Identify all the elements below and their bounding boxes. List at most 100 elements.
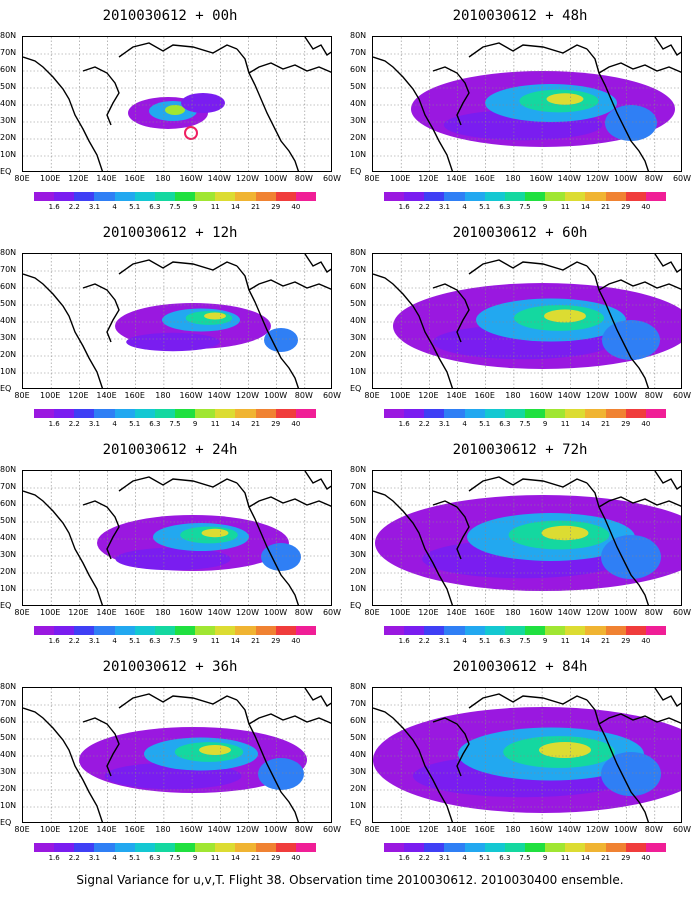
colorbar-label: 2.2 [418, 637, 430, 645]
lat-tick-label: 60N [0, 65, 17, 74]
colorbar-swatch [484, 843, 505, 852]
colorbar-swatch [645, 192, 666, 201]
lon-tick-label: 100E [390, 825, 411, 834]
colorbar-label: 1.6 [398, 854, 410, 862]
colorbar-label: 3.1 [438, 203, 450, 211]
map-panel: 2010030612 + 48h 80N 70N 60N 50N 40N 30N 20N 10N… [350, 8, 692, 213]
lon-tick-label: 80W [294, 608, 313, 617]
colorbar-swatch [524, 843, 546, 852]
lon-tick-label: 120E [68, 825, 89, 834]
colorbar-label: 4 [462, 420, 467, 428]
colorbar-label: 29 [271, 203, 281, 211]
lon-tick-label: 180 [155, 825, 171, 834]
colorbar-swatch [605, 843, 626, 852]
colorbar-swatch [54, 192, 75, 201]
colorbar-label: 1.6 [48, 854, 60, 862]
lon-tick-label: 160W [179, 825, 203, 834]
colorbar-swatch [195, 409, 216, 418]
colorbar-label: 5.1 [479, 854, 491, 862]
lon-tick-label: 60W [672, 174, 692, 183]
lat-tick-label: EQ [0, 818, 12, 827]
colorbar-swatch [484, 626, 505, 635]
colorbar-label: 7.5 [519, 420, 531, 428]
lon-tick-label: 120E [418, 825, 439, 834]
panel-title: 2010030612 + 72h [452, 442, 588, 458]
colorbar-label: 21 [251, 420, 261, 428]
colorbar-swatch [424, 409, 445, 418]
colorbar-label: 40 [291, 637, 301, 645]
colorbar-swatch [174, 626, 196, 635]
colorbar-swatch [235, 626, 256, 635]
lat-tick-label: 20N [350, 784, 367, 793]
colorbar-swatch [74, 192, 95, 201]
lon-tick-label: 120E [68, 391, 89, 400]
colorbar-label: 7.5 [169, 637, 181, 645]
map-panel: 2010030612 + 00h 80N 70N 60N 50N 40N 30N 20N 10N… [0, 8, 341, 213]
colorbar-label: 3.1 [88, 637, 100, 645]
map-panel: 2010030612 + 84h 80N 70N 60N 50N 40N 30N 20N 10N… [350, 659, 691, 864]
colorbar-swatch [444, 843, 465, 852]
colorbar-label: 4 [112, 203, 117, 211]
colorbar-label: 14 [230, 420, 240, 428]
colorbar-swatch [424, 192, 445, 201]
colorbar-label: 5.1 [479, 203, 491, 211]
colorbar-label: 1.6 [398, 637, 410, 645]
colorbar-swatch [134, 409, 155, 418]
lat-tick-label: 50N [350, 516, 367, 525]
lon-tick-label: 60W [322, 391, 342, 400]
lat-tick-label: 70N [0, 265, 17, 274]
colorbar-swatch [275, 192, 296, 201]
lat-tick-label: 80N [0, 248, 17, 257]
colorbar-swatch [625, 409, 646, 418]
lon-tick-label: 140W [557, 174, 581, 183]
lat-tick-label: 20N [0, 133, 17, 142]
lon-tick-label: 140W [207, 174, 231, 183]
colorbar-label: 6.3 [149, 203, 161, 211]
lon-tick-label: 100W [264, 174, 288, 183]
colorbar-swatch [275, 626, 296, 635]
colorbar [384, 626, 666, 635]
lat-tick-label: 10N [0, 584, 17, 593]
lon-tick-label: 120E [68, 174, 89, 183]
colorbar-swatch [585, 626, 606, 635]
lon-tick-label: 140E [446, 391, 467, 400]
colorbar-label: 2.2 [418, 203, 430, 211]
lon-tick-label: 60W [672, 391, 692, 400]
colorbar-label: 40 [641, 203, 651, 211]
colorbar-swatch [565, 192, 586, 201]
colorbar-swatch [444, 626, 465, 635]
colorbar-swatch [464, 626, 485, 635]
variance-map [22, 470, 332, 606]
lon-tick-label: 160E [124, 174, 145, 183]
lat-tick-label: 10N [350, 801, 367, 810]
colorbar-swatch [34, 409, 55, 418]
lon-tick-label: 120W [235, 608, 260, 617]
variance-map [372, 36, 682, 172]
lon-tick-label: 180 [155, 174, 171, 183]
lat-tick-label: 80N [0, 31, 17, 40]
colorbar-swatch [524, 192, 546, 201]
colorbar-swatch [645, 843, 666, 852]
lon-tick-label: 160W [529, 825, 553, 834]
variance-map [372, 253, 682, 389]
lon-tick-label: 140E [96, 608, 117, 617]
colorbar-swatch [444, 192, 465, 201]
colorbar-swatch [484, 409, 505, 418]
lon-tick-label: 140E [96, 391, 117, 400]
lat-tick-label: 80N [350, 465, 367, 474]
lon-tick-label: 60W [322, 825, 342, 834]
colorbar-swatch [54, 843, 75, 852]
map-panel: 2010030612 + 24h 80N 70N 60N 50N 40N 30N 20N 10N… [0, 442, 341, 647]
colorbar-label: 29 [621, 420, 631, 428]
lat-tick-label: 10N [0, 801, 17, 810]
colorbar-swatch [444, 409, 465, 418]
lon-tick-label: 160E [474, 825, 495, 834]
lon-tick-label: 100W [264, 608, 288, 617]
lon-tick-label: 140E [446, 825, 467, 834]
colorbar-label: 21 [601, 854, 611, 862]
colorbar-label: 1.6 [48, 420, 60, 428]
colorbar-swatch [565, 409, 586, 418]
lon-tick-label: 120W [235, 391, 260, 400]
colorbar-swatch [114, 626, 135, 635]
lon-tick-label: 120E [418, 391, 439, 400]
